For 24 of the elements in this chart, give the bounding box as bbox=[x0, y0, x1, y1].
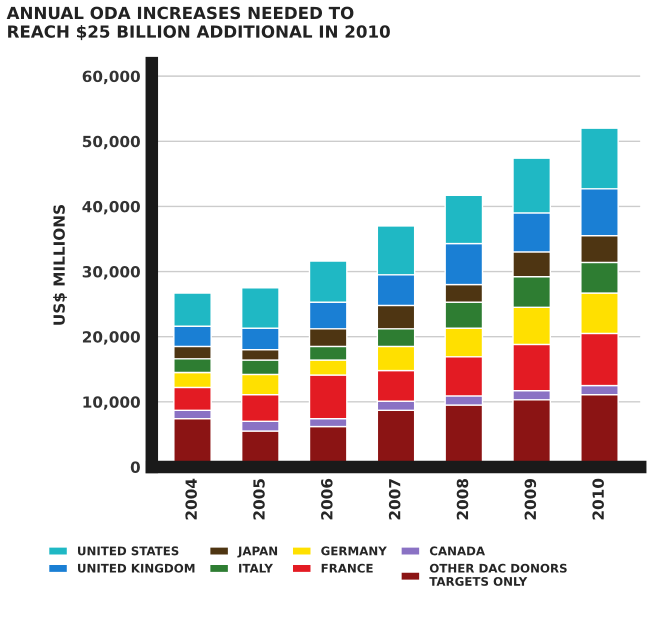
legend-label: UNITED KINGDOM bbox=[78, 564, 194, 573]
x-tick-label: 2005 bbox=[253, 479, 265, 520]
x-tick-label: 2010 bbox=[592, 478, 604, 520]
y-tick-label: 0 bbox=[130, 461, 140, 473]
chart-title: ANNUAL ODA INCREASES NEEDED TO REACH $25 BILLION ADDITIONAL IN 2010 bbox=[6, 6, 390, 40]
x-tick-label: 2004 bbox=[185, 478, 197, 520]
x-tick-label: 2007 bbox=[388, 479, 400, 520]
x-tick-label: 2006 bbox=[321, 478, 333, 520]
y-tick-label: 10,000 bbox=[83, 396, 140, 410]
y-tick-label: 20,000 bbox=[82, 331, 140, 345]
legend-label: ITALY bbox=[239, 564, 274, 573]
x-tick-label: 2008 bbox=[456, 479, 468, 520]
y-axis-title: US$ MILLIONS bbox=[53, 205, 67, 325]
x-tick-label: 2009 bbox=[524, 479, 536, 520]
legend-label: FRANCE bbox=[322, 564, 373, 573]
legend-label: UNITED STATES bbox=[78, 546, 178, 556]
legend-label: GERMANY bbox=[321, 546, 387, 556]
y-tick-label: 40,000 bbox=[82, 200, 140, 214]
y-tick-label: 60,000 bbox=[82, 70, 140, 84]
legend-label: CANADA bbox=[430, 546, 485, 556]
y-tick-label: 50,000 bbox=[82, 136, 140, 150]
legend-label: OTHER DAC DONORS TARGETS ONLY bbox=[429, 564, 567, 586]
legend-label: JAPAN bbox=[237, 546, 278, 558]
y-tick-label: 30,000 bbox=[82, 266, 140, 280]
